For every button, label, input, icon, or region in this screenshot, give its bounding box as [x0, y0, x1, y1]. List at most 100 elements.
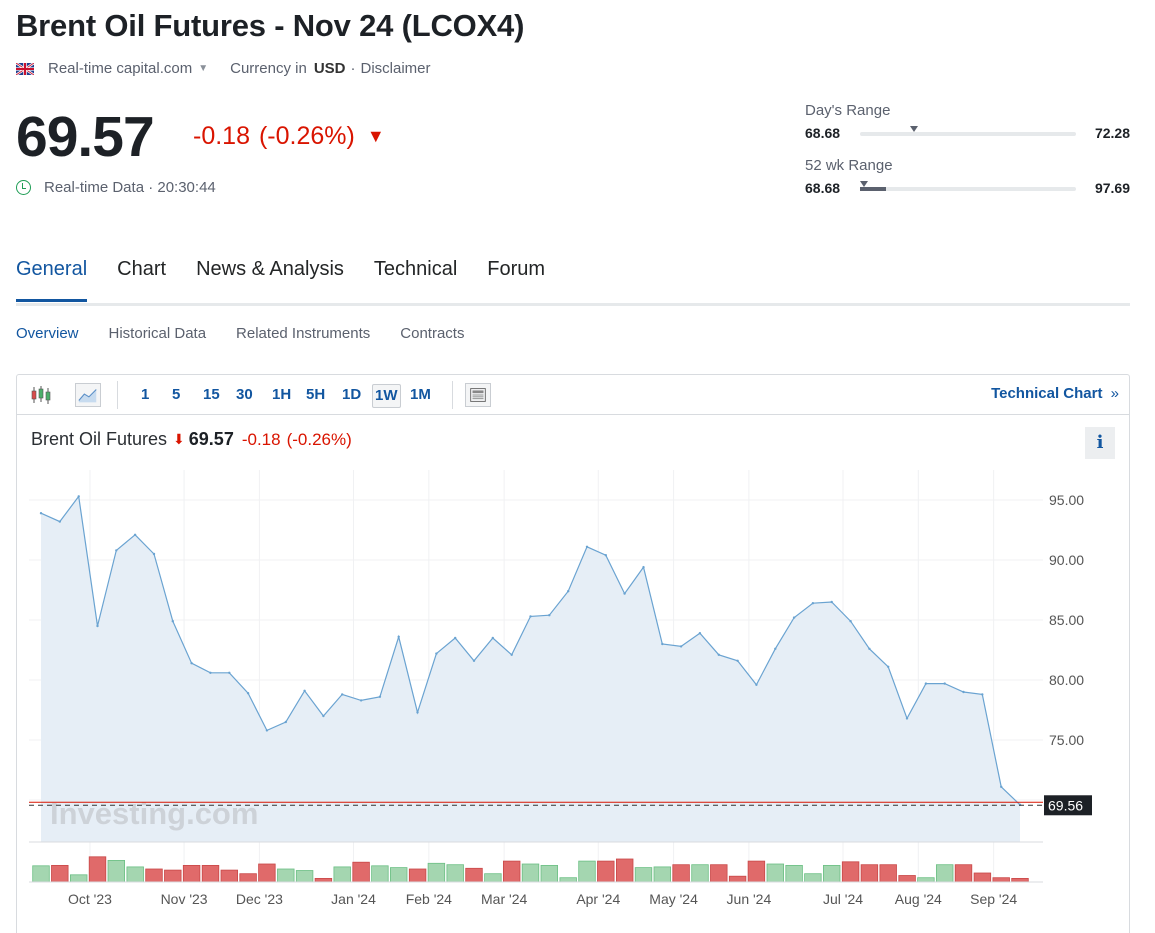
volume-bar — [521, 863, 540, 883]
disclaimer-link[interactable]: Disclaimer — [360, 60, 431, 77]
last-price-tag — [1044, 795, 1092, 816]
volume-bar — [898, 875, 916, 883]
volume-bar — [277, 868, 295, 883]
y-tick-label: 75.00 — [1049, 732, 1084, 748]
uk-flag-icon — [16, 62, 34, 75]
timeframe-1m[interactable]: 1M — [410, 386, 431, 403]
timeframe-1w[interactable]: 1W — [372, 384, 401, 408]
technical-chart-link[interactable]: Technical Chart » — [991, 385, 1119, 402]
volume-bar — [352, 861, 370, 883]
price-point — [303, 689, 306, 692]
price-point — [228, 671, 231, 674]
volume-bar — [408, 868, 427, 883]
price-point — [905, 717, 909, 720]
toolbar-divider — [452, 381, 453, 409]
price-point — [378, 695, 382, 698]
double-chevron-right-icon: » — [1110, 385, 1119, 402]
price-point — [96, 624, 99, 628]
volume-bar — [804, 873, 822, 883]
volume-bar — [860, 864, 879, 883]
x-tick-label: Oct '23 — [68, 891, 112, 907]
price-point — [246, 692, 250, 695]
page-title: Brent Oil Futures - Nov 24 (LCOX4) — [16, 8, 525, 43]
area-chart-icon[interactable] — [75, 383, 101, 407]
timeframe-1d[interactable]: 1D — [342, 386, 362, 403]
price-point — [77, 495, 80, 498]
day-range-bar — [860, 126, 1076, 136]
tab-general[interactable]: General — [16, 258, 88, 302]
technical-chart-label: Technical Chart — [991, 385, 1103, 402]
day-range-label: Day's Range — [805, 102, 891, 119]
candlestick-icon[interactable] — [29, 383, 55, 407]
meta-separator: · — [350, 60, 356, 77]
sub-tabs: Overview Historical Data Related Instrum… — [16, 325, 494, 342]
price-point — [736, 659, 739, 662]
x-tick-label: Apr '24 — [576, 891, 620, 907]
price-point — [190, 662, 193, 665]
volume-bar — [653, 866, 672, 883]
news-layout-icon[interactable] — [465, 383, 491, 407]
price-point — [548, 614, 551, 617]
timeframe-5[interactable]: 5 — [172, 386, 181, 403]
tab-forum[interactable]: Forum — [487, 258, 546, 280]
volume-bar — [634, 867, 653, 883]
price-point — [567, 590, 570, 593]
volume-bar — [616, 858, 634, 883]
price-point — [284, 720, 287, 724]
week52-range-fill — [860, 187, 886, 191]
timeframe-15[interactable]: 15 — [203, 386, 220, 403]
subtab-historical-data[interactable]: Historical Data — [108, 325, 207, 342]
timeframe-1h[interactable]: 1H — [272, 386, 292, 403]
price-point — [830, 600, 833, 604]
week52-range-marker — [860, 181, 869, 187]
timeframe-5h[interactable]: 5H — [306, 386, 326, 403]
subtab-contracts[interactable]: Contracts — [400, 325, 465, 342]
watermark-logo: Investing.com — [50, 796, 258, 831]
price-point — [943, 682, 946, 685]
price-point — [962, 690, 965, 694]
volume-bar — [427, 862, 446, 883]
volume-bar — [371, 865, 389, 883]
price-point — [171, 620, 174, 623]
subtab-overview[interactable]: Overview — [16, 325, 79, 342]
price-point — [133, 533, 137, 536]
x-tick-label: Mar '24 — [481, 891, 527, 907]
tab-news-analysis[interactable]: News & Analysis — [196, 258, 344, 280]
volume-bar — [559, 877, 577, 883]
volume-bar — [126, 866, 144, 883]
source-selector[interactable]: Real-time capital.com — [48, 60, 193, 77]
volume-bar — [1011, 877, 1029, 883]
price-point — [472, 659, 476, 662]
y-tick-label: 80.00 — [1049, 672, 1084, 688]
price-point — [1000, 785, 1003, 788]
volume-bar — [502, 860, 521, 883]
tab-technical[interactable]: Technical — [373, 258, 458, 280]
volume-bar — [107, 859, 126, 883]
price-point — [661, 642, 664, 646]
info-button[interactable]: i — [1085, 427, 1115, 459]
price-point — [717, 653, 720, 656]
volume-bar — [691, 864, 709, 883]
y-tick-label: 85.00 — [1049, 612, 1084, 628]
tab-chart[interactable]: Chart — [117, 258, 167, 280]
quote-meta: Real-time capital.com ▼ Currency in USD … — [16, 60, 431, 77]
price-chart[interactable]: Investing.com95.0090.0085.0080.0075.0070… — [17, 375, 1131, 933]
timeframe-1[interactable]: 1 — [141, 386, 150, 403]
volume-bar — [258, 863, 276, 883]
volume-bar — [182, 864, 201, 883]
day-range-marker — [910, 126, 918, 132]
volume-bar — [747, 860, 766, 883]
price-point — [623, 592, 626, 595]
volume-bar — [936, 864, 954, 883]
volume-bar — [333, 866, 351, 883]
subtab-related-instruments[interactable]: Related Instruments — [236, 325, 371, 342]
chart-toolbar: 1 5 15 30 1H 5H 1D 1W 1M Technical Chart » — [17, 375, 1129, 415]
chevron-down-icon[interactable]: ▼ — [198, 63, 209, 74]
change-percent: (-0.26%) — [258, 122, 355, 150]
timeframe-30[interactable]: 30 — [236, 386, 253, 403]
day-range-high: 72.28 — [1094, 125, 1130, 141]
price-point — [529, 615, 532, 618]
volume-bar — [917, 877, 935, 883]
legend-change-percent: (-0.26%) — [286, 429, 352, 449]
volume-bar — [295, 870, 314, 883]
